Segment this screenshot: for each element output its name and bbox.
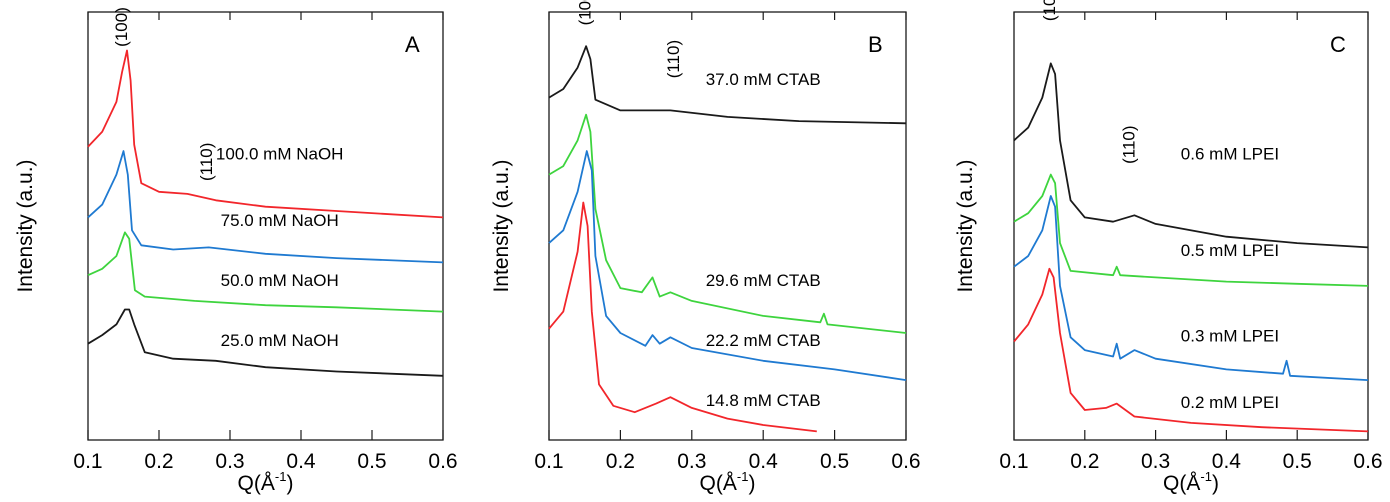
series-line <box>1013 173 1369 287</box>
panel-letter: C <box>1330 32 1346 57</box>
series-label: 75.0 mM NaOH <box>221 211 339 230</box>
series-line <box>87 231 444 313</box>
x-tick-label: 0.3 <box>677 450 706 473</box>
x-tick-label: 0.2 <box>1070 450 1099 473</box>
x-tick-label: 0.6 <box>1353 450 1382 473</box>
x-tick-label: 0.3 <box>1141 450 1170 473</box>
chart-panel-c: 0.1 0.2 0.3 0.4 0.5 0.6 Q(Å-1) Intensity (a.u.)… <box>954 0 1383 495</box>
series-line <box>548 150 907 381</box>
series-line <box>548 201 817 433</box>
series-line <box>87 49 444 219</box>
series-line <box>87 150 444 264</box>
x-tick-label: 0.1 <box>534 450 563 473</box>
x-tick-label: 0.2 <box>606 450 635 473</box>
plot-frame <box>548 11 907 441</box>
series-line <box>1013 62 1369 249</box>
series-label: 0.5 mM LPEI <box>1181 241 1279 260</box>
peak-label: (110) <box>664 40 683 78</box>
series-label: 25.0 mM NaOH <box>221 331 339 350</box>
series-label: 100.0 mM NaOH <box>216 145 344 164</box>
series-label: 0.2 mM LPEI <box>1181 393 1279 412</box>
x-tick-label: 0.6 <box>891 450 920 473</box>
chart-panel-b: 0.1 0.2 0.3 0.4 0.5 0.6 Q(Å-1) Intensity (a.u.)… <box>490 0 921 495</box>
series-line <box>548 113 907 334</box>
x-axis-label: Q(Å-1) <box>700 469 756 495</box>
plot-frame <box>1013 11 1369 441</box>
x-axis-label: Q(Å-1) <box>238 469 294 495</box>
series-label: 50.0 mM NaOH <box>221 271 339 290</box>
series-label: 37.0 mM CTAB <box>706 70 821 89</box>
chart-panel-a: 0.1 0.2 0.3 0.4 0.5 0.6 Q(Å-1) Intensity (a.u.)… <box>14 7 458 495</box>
series-label: 14.8 mM CTAB <box>706 391 821 410</box>
series-label: 22.2 mM CTAB <box>706 331 821 350</box>
x-tick-label: 0.5 <box>1283 450 1312 473</box>
peak-label: (110) <box>1119 125 1138 163</box>
series-label: 0.3 mM LPEI <box>1181 327 1279 346</box>
series-line <box>1013 267 1369 433</box>
x-tick-label: 0.2 <box>144 450 173 473</box>
peak-label: (100) <box>112 7 131 47</box>
y-axis-label: Intensity (a.u.) <box>14 159 37 292</box>
series-label: 29.6 mM CTAB <box>706 271 821 290</box>
x-tick-label: 0.1 <box>999 450 1028 473</box>
series-line <box>548 45 907 125</box>
x-tick-label: 0.1 <box>73 450 102 473</box>
x-tick-label: 0.3 <box>215 450 244 473</box>
x-tick-label: 0.5 <box>820 450 849 473</box>
panel-letter: A <box>405 32 420 57</box>
x-tick-label: 0.4 <box>286 450 316 473</box>
x-tick-label: 0.5 <box>357 450 386 473</box>
x-tick-label: 0.4 <box>749 450 779 473</box>
series-line <box>87 308 444 377</box>
peak-label: (100) <box>575 0 594 25</box>
peak-label: (110) <box>197 143 216 181</box>
x-axis-label: Q(Å-1) <box>1163 469 1219 495</box>
y-axis-label: Intensity (a.u.) <box>954 159 977 292</box>
series-line <box>1013 195 1369 381</box>
plot-frame <box>87 11 444 441</box>
panel-letter: B <box>868 32 883 57</box>
x-tick-label: 0.4 <box>1212 450 1242 473</box>
x-tick-label: 0.6 <box>428 450 457 473</box>
y-axis-label: Intensity (a.u.) <box>490 159 513 292</box>
series-label: 0.6 mM LPEI <box>1181 145 1279 164</box>
peak-label: (100) <box>1040 0 1059 21</box>
